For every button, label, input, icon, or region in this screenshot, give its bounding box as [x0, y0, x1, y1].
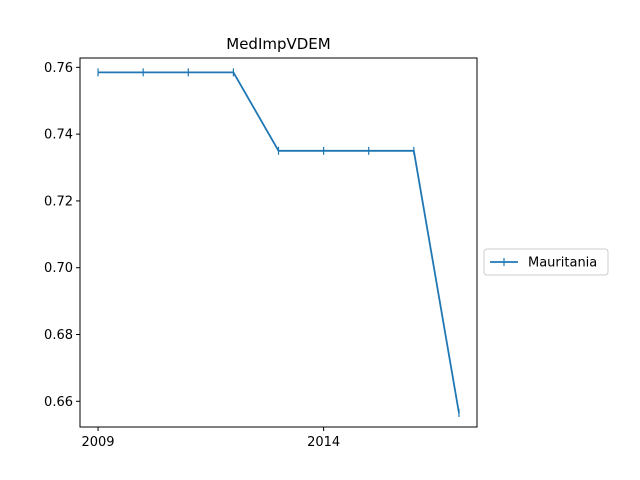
y-tick-label: 0.76 [44, 61, 73, 76]
y-tick-label: 0.74 [44, 128, 73, 143]
legend-label: Mauritania [528, 256, 597, 271]
chart-title: MedImpVDEM [226, 35, 330, 53]
y-tick-label: 0.68 [44, 328, 73, 343]
y-tick-label: 0.70 [44, 261, 73, 276]
x-axis: 2009 2014 [81, 427, 340, 450]
x-tick-label: 2014 [307, 435, 340, 450]
plot-background [80, 58, 477, 427]
y-tick-label: 0.66 [44, 395, 73, 410]
x-tick-label: 2009 [81, 435, 114, 450]
plot-frame [79, 57, 478, 428]
legend-box [483, 248, 609, 276]
series-layer [97, 68, 460, 417]
y-tick-label: 0.72 [44, 194, 73, 209]
y-axis: 0.66 0.68 0.70 0.72 0.74 0.76 [44, 61, 80, 410]
legend: Mauritania [483, 248, 609, 276]
